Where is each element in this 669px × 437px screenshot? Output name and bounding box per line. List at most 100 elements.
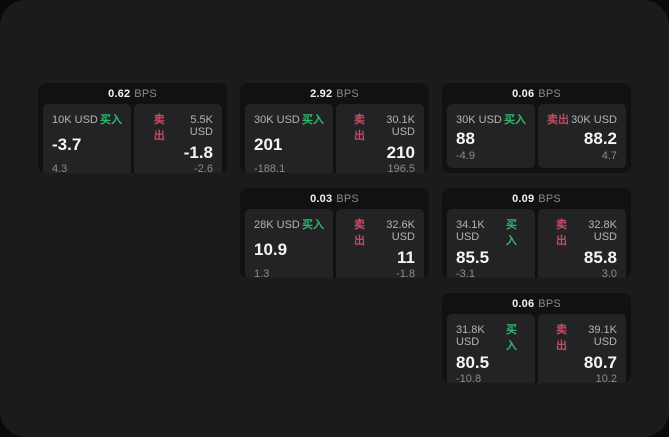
buy-label: 买入 [302, 114, 324, 126]
buy-price: 88 [456, 128, 475, 148]
sell-panel[interactable]: 卖出 30K USD 88.2 4.7 [538, 104, 626, 168]
buy-sub-value: -4.9 [456, 150, 475, 162]
sell-panel-header: 卖出 30.1K USD [345, 111, 415, 143]
sell-size: 30K USD [571, 114, 617, 126]
buy-panel[interactable]: 30K USD 买入 201 -188.1 [245, 104, 333, 173]
buy-panel[interactable]: 31.8K USD 买入 80.5 -10.8 [447, 314, 535, 383]
quote-card: 0.03 BPS 28K USD 买入 10.9 1.3 卖出 32.6K USD… [240, 188, 429, 278]
buy-label: 买入 [504, 114, 526, 126]
card-header: 2.92 BPS [240, 83, 429, 104]
sell-label: 卖出 [547, 114, 569, 126]
sell-panel[interactable]: 卖出 32.8K USD 85.8 3.0 [538, 209, 626, 278]
quote-card: 0.09 BPS 34.1K USD 买入 85.5 -3.1 卖出 32.8K … [442, 188, 631, 278]
buy-panel-header: 30K USD 买入 [254, 111, 324, 127]
bps-value: 0.06 [512, 88, 535, 100]
sell-panel-header: 卖出 32.6K USD [345, 216, 415, 248]
buy-size: 34.1K USD [456, 219, 485, 243]
buy-size: 30K USD [456, 114, 502, 126]
sell-sub-value: 3.0 [601, 267, 617, 278]
sell-sub-value: -2.6 [194, 162, 213, 173]
bps-unit-label: BPS [134, 88, 157, 100]
sell-panel[interactable]: 卖出 32.6K USD 11 -1.8 [336, 209, 424, 278]
card-body: 34.1K USD 买入 85.5 -3.1 卖出 32.8K USD 85.8… [442, 209, 631, 278]
bps-value: 0.62 [108, 88, 131, 100]
bps-value: 0.03 [310, 193, 333, 205]
buy-panel[interactable]: 10K USD 买入 -3.7 4.3 [43, 104, 131, 173]
buy-panel-header: 31.8K USD 买入 [456, 321, 526, 353]
sell-price: 210 [386, 143, 415, 162]
bps-unit-label: BPS [538, 88, 561, 100]
bps-value: 0.09 [512, 193, 535, 205]
sell-price: 88.2 [583, 128, 617, 148]
bps-value: 2.92 [310, 88, 333, 100]
buy-panel-header: 28K USD 买入 [254, 216, 324, 232]
sell-price: 80.7 [583, 353, 617, 372]
sell-sub-value: 4.7 [601, 150, 617, 162]
buy-size: 30K USD [254, 114, 300, 126]
sell-sub-value: -1.8 [396, 267, 415, 278]
buy-panel[interactable]: 28K USD 买入 10.9 1.3 [245, 209, 333, 278]
card-body: 30K USD 买入 88 -4.9 卖出 30K USD 88.2 4.7 [442, 104, 631, 173]
quote-card: 2.92 BPS 30K USD 买入 201 -188.1 卖出 30.1K U… [240, 83, 429, 173]
buy-label: 买入 [506, 324, 518, 352]
sell-label: 卖出 [555, 219, 567, 247]
buy-price: 80.5 [456, 353, 490, 372]
sell-size: 32.8K USD [588, 219, 617, 243]
card-header: 0.03 BPS [240, 188, 429, 209]
sell-size: 30.1K USD [386, 114, 415, 138]
buy-size: 10K USD [52, 114, 98, 126]
sell-sub-value: 196.5 [387, 162, 415, 173]
buy-panel-header: 34.1K USD 买入 [456, 216, 526, 248]
sell-label: 卖出 [353, 219, 365, 247]
card-body: 31.8K USD 买入 80.5 -10.8 卖出 39.1K USD 80.… [442, 314, 631, 383]
sell-sub-value: 10.2 [595, 372, 617, 383]
buy-size: 31.8K USD [456, 324, 485, 348]
sell-price: 11 [397, 248, 415, 267]
buy-panel[interactable]: 30K USD 买入 88 -4.9 [447, 104, 535, 168]
quote-grid: 0.62 BPS 10K USD 买入 -3.7 4.3 卖出 5.5K USD … [38, 83, 631, 383]
card-header: 0.09 BPS [442, 188, 631, 209]
bps-unit-label: BPS [538, 193, 561, 205]
buy-panel-header: 10K USD 买入 [52, 111, 122, 127]
card-body: 10K USD 买入 -3.7 4.3 卖出 5.5K USD -1.8 -2.… [38, 104, 227, 173]
sell-panel-header: 卖出 30K USD [547, 111, 617, 127]
buy-price: -3.7 [52, 135, 82, 154]
buy-sub-value: 4.3 [52, 162, 68, 173]
buy-panel[interactable]: 34.1K USD 买入 85.5 -3.1 [447, 209, 535, 278]
sell-label: 卖出 [153, 114, 165, 142]
sell-price: -1.8 [183, 143, 213, 162]
buy-sub-value: 1.3 [254, 267, 270, 278]
sell-size: 39.1K USD [588, 324, 617, 348]
sell-panel[interactable]: 卖出 30.1K USD 210 196.5 [336, 104, 424, 173]
card-header: 0.06 BPS [442, 83, 631, 104]
buy-price: 10.9 [254, 240, 288, 259]
bps-value: 0.06 [512, 298, 535, 310]
sell-price: 85.8 [583, 248, 617, 267]
sell-panel-header: 卖出 5.5K USD [143, 111, 213, 143]
sell-label: 卖出 [555, 324, 567, 352]
buy-sub-value: -10.8 [456, 372, 482, 383]
buy-sub-value: -3.1 [456, 267, 475, 278]
sell-size: 32.6K USD [386, 219, 415, 243]
sell-size: 5.5K USD [189, 114, 213, 138]
buy-panel-header: 30K USD 买入 [456, 111, 526, 127]
bps-unit-label: BPS [336, 88, 359, 100]
sell-panel-header: 卖出 39.1K USD [547, 321, 617, 353]
quote-card: 0.06 BPS 31.8K USD 买入 80.5 -10.8 卖出 39.1K… [442, 293, 631, 383]
sell-panel-header: 卖出 32.8K USD [547, 216, 617, 248]
buy-label: 买入 [506, 219, 518, 247]
sell-panel[interactable]: 卖出 5.5K USD -1.8 -2.6 [134, 104, 222, 173]
card-header: 0.06 BPS [442, 293, 631, 314]
buy-price: 85.5 [456, 248, 490, 267]
card-body: 30K USD 买入 201 -188.1 卖出 30.1K USD 210 1… [240, 104, 429, 173]
sell-label: 卖出 [353, 114, 365, 142]
quote-card: 0.06 BPS 30K USD 买入 88 -4.9 卖出 30K USD 88… [442, 83, 631, 173]
card-header: 0.62 BPS [38, 83, 227, 104]
buy-size: 28K USD [254, 219, 300, 231]
card-body: 28K USD 买入 10.9 1.3 卖出 32.6K USD 11 -1.8 [240, 209, 429, 278]
buy-label: 买入 [100, 114, 122, 126]
buy-price: 201 [254, 135, 283, 154]
sell-panel[interactable]: 卖出 39.1K USD 80.7 10.2 [538, 314, 626, 383]
